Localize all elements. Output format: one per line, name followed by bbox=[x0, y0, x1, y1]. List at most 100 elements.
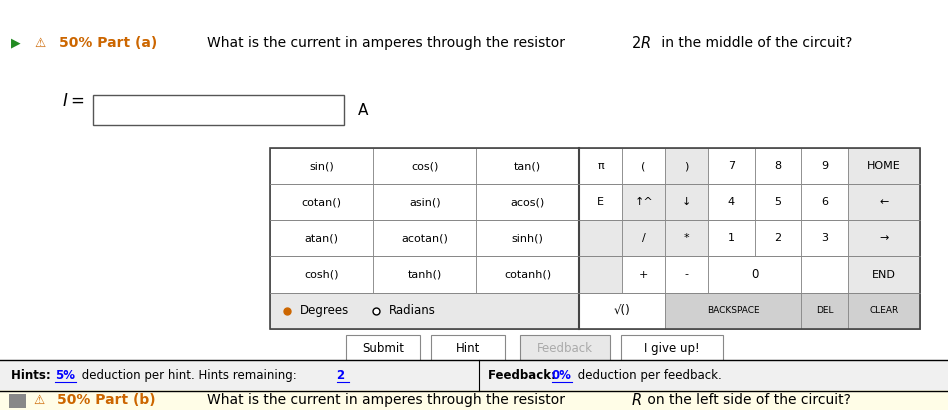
FancyBboxPatch shape bbox=[665, 184, 708, 220]
FancyBboxPatch shape bbox=[622, 256, 665, 293]
FancyBboxPatch shape bbox=[801, 256, 848, 293]
Text: 5%: 5% bbox=[55, 369, 75, 382]
Text: A: A bbox=[358, 103, 369, 118]
Text: Degrees: Degrees bbox=[300, 304, 349, 317]
Text: asin(): asin() bbox=[409, 197, 441, 207]
Text: $R$: $R$ bbox=[631, 393, 642, 408]
FancyBboxPatch shape bbox=[848, 220, 920, 256]
Text: 0%: 0% bbox=[552, 369, 572, 382]
Text: sinh(): sinh() bbox=[512, 233, 543, 243]
FancyBboxPatch shape bbox=[622, 148, 665, 184]
FancyBboxPatch shape bbox=[579, 293, 665, 329]
FancyBboxPatch shape bbox=[755, 148, 801, 184]
Text: E: E bbox=[597, 197, 604, 207]
Text: Hints:: Hints: bbox=[11, 369, 55, 382]
Text: 7: 7 bbox=[728, 161, 735, 171]
Text: -: - bbox=[684, 270, 688, 279]
FancyBboxPatch shape bbox=[0, 390, 948, 410]
FancyBboxPatch shape bbox=[270, 184, 374, 220]
Text: acos(): acos() bbox=[511, 197, 545, 207]
FancyBboxPatch shape bbox=[848, 293, 920, 329]
FancyBboxPatch shape bbox=[801, 148, 848, 184]
FancyBboxPatch shape bbox=[801, 184, 848, 220]
Text: tanh(): tanh() bbox=[408, 270, 442, 279]
FancyBboxPatch shape bbox=[0, 360, 948, 391]
Text: 3: 3 bbox=[821, 233, 829, 243]
FancyBboxPatch shape bbox=[708, 220, 755, 256]
Text: deduction per feedback.: deduction per feedback. bbox=[574, 369, 722, 382]
FancyBboxPatch shape bbox=[374, 256, 476, 293]
Text: ↑^: ↑^ bbox=[634, 197, 653, 207]
Text: 2: 2 bbox=[337, 369, 345, 382]
FancyBboxPatch shape bbox=[431, 335, 505, 362]
FancyBboxPatch shape bbox=[270, 148, 374, 184]
FancyBboxPatch shape bbox=[476, 256, 579, 293]
Text: tan(): tan() bbox=[514, 161, 541, 171]
Text: What is the current in amperes through the resistor: What is the current in amperes through t… bbox=[207, 36, 569, 50]
Text: 9: 9 bbox=[821, 161, 829, 171]
FancyBboxPatch shape bbox=[270, 256, 374, 293]
Text: 8: 8 bbox=[775, 161, 781, 171]
Text: 0: 0 bbox=[751, 268, 758, 281]
FancyBboxPatch shape bbox=[801, 220, 848, 256]
Text: 6: 6 bbox=[821, 197, 829, 207]
Text: Feedback:: Feedback: bbox=[488, 369, 560, 382]
FancyBboxPatch shape bbox=[755, 184, 801, 220]
FancyBboxPatch shape bbox=[848, 184, 920, 220]
Text: +: + bbox=[639, 270, 648, 279]
FancyBboxPatch shape bbox=[708, 256, 801, 293]
Text: cotanh(): cotanh() bbox=[504, 270, 551, 279]
Text: HOME: HOME bbox=[866, 161, 901, 171]
FancyBboxPatch shape bbox=[9, 394, 26, 408]
FancyBboxPatch shape bbox=[346, 335, 420, 362]
FancyBboxPatch shape bbox=[848, 148, 920, 184]
Text: 1: 1 bbox=[728, 233, 735, 243]
FancyBboxPatch shape bbox=[622, 220, 665, 256]
Text: sin(): sin() bbox=[309, 161, 334, 171]
FancyBboxPatch shape bbox=[270, 293, 920, 329]
Text: →: → bbox=[879, 233, 888, 243]
Text: ⚠: ⚠ bbox=[33, 394, 45, 407]
FancyBboxPatch shape bbox=[476, 148, 579, 184]
Text: on the left side of the circuit?: on the left side of the circuit? bbox=[643, 393, 850, 407]
FancyBboxPatch shape bbox=[374, 148, 476, 184]
Text: Radians: Radians bbox=[389, 304, 435, 317]
Text: (: ( bbox=[642, 161, 646, 171]
FancyBboxPatch shape bbox=[665, 220, 708, 256]
Text: DEL: DEL bbox=[816, 306, 833, 315]
Text: $2R$: $2R$ bbox=[631, 35, 651, 51]
FancyBboxPatch shape bbox=[476, 220, 579, 256]
FancyBboxPatch shape bbox=[579, 184, 622, 220]
FancyBboxPatch shape bbox=[579, 220, 622, 256]
FancyBboxPatch shape bbox=[93, 95, 344, 125]
Text: 4: 4 bbox=[728, 197, 735, 207]
Text: atan(): atan() bbox=[304, 233, 338, 243]
Text: Hint: Hint bbox=[456, 342, 481, 355]
Text: $I=$: $I=$ bbox=[62, 92, 83, 110]
Text: *: * bbox=[684, 233, 689, 243]
FancyBboxPatch shape bbox=[476, 184, 579, 220]
Text: /: / bbox=[642, 233, 646, 243]
Text: √(): √() bbox=[613, 304, 630, 317]
Text: BACKSPACE: BACKSPACE bbox=[707, 306, 759, 315]
Text: END: END bbox=[872, 270, 896, 279]
Text: deduction per hint. Hints remaining:: deduction per hint. Hints remaining: bbox=[78, 369, 301, 382]
Text: ▶: ▶ bbox=[11, 37, 21, 50]
Text: ↓: ↓ bbox=[682, 197, 691, 207]
Text: 5: 5 bbox=[775, 197, 781, 207]
FancyBboxPatch shape bbox=[665, 293, 801, 329]
Text: ⚠: ⚠ bbox=[34, 37, 46, 50]
Text: cos(): cos() bbox=[411, 161, 438, 171]
Text: ←: ← bbox=[879, 197, 888, 207]
FancyBboxPatch shape bbox=[708, 148, 755, 184]
Text: 50% Part (a): 50% Part (a) bbox=[59, 36, 157, 50]
Text: cotan(): cotan() bbox=[301, 197, 341, 207]
Text: I give up!: I give up! bbox=[645, 342, 700, 355]
Text: 2: 2 bbox=[775, 233, 781, 243]
FancyBboxPatch shape bbox=[520, 335, 610, 362]
FancyBboxPatch shape bbox=[665, 256, 708, 293]
Text: Submit: Submit bbox=[362, 342, 404, 355]
FancyBboxPatch shape bbox=[848, 256, 920, 293]
Text: in the middle of the circuit?: in the middle of the circuit? bbox=[657, 36, 852, 50]
FancyBboxPatch shape bbox=[801, 293, 848, 329]
